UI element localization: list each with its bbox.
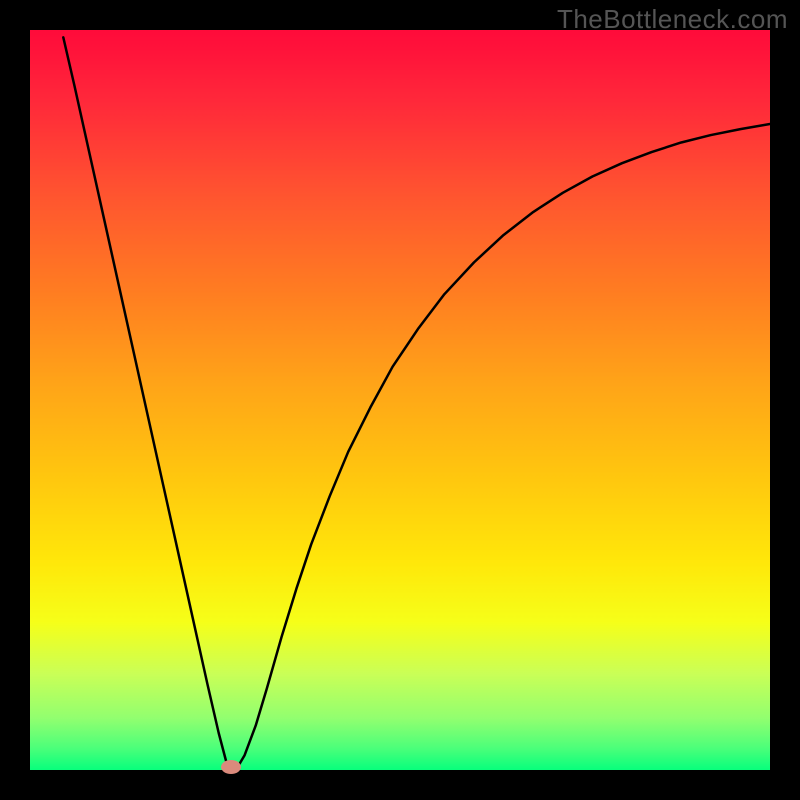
watermark-text: TheBottleneck.com xyxy=(557,4,788,35)
bottleneck-chart: TheBottleneck.com xyxy=(0,0,800,800)
curve-layer xyxy=(30,30,770,770)
plot-frame xyxy=(30,30,770,770)
bottleneck-curve xyxy=(63,37,770,770)
minimum-marker xyxy=(221,760,241,774)
